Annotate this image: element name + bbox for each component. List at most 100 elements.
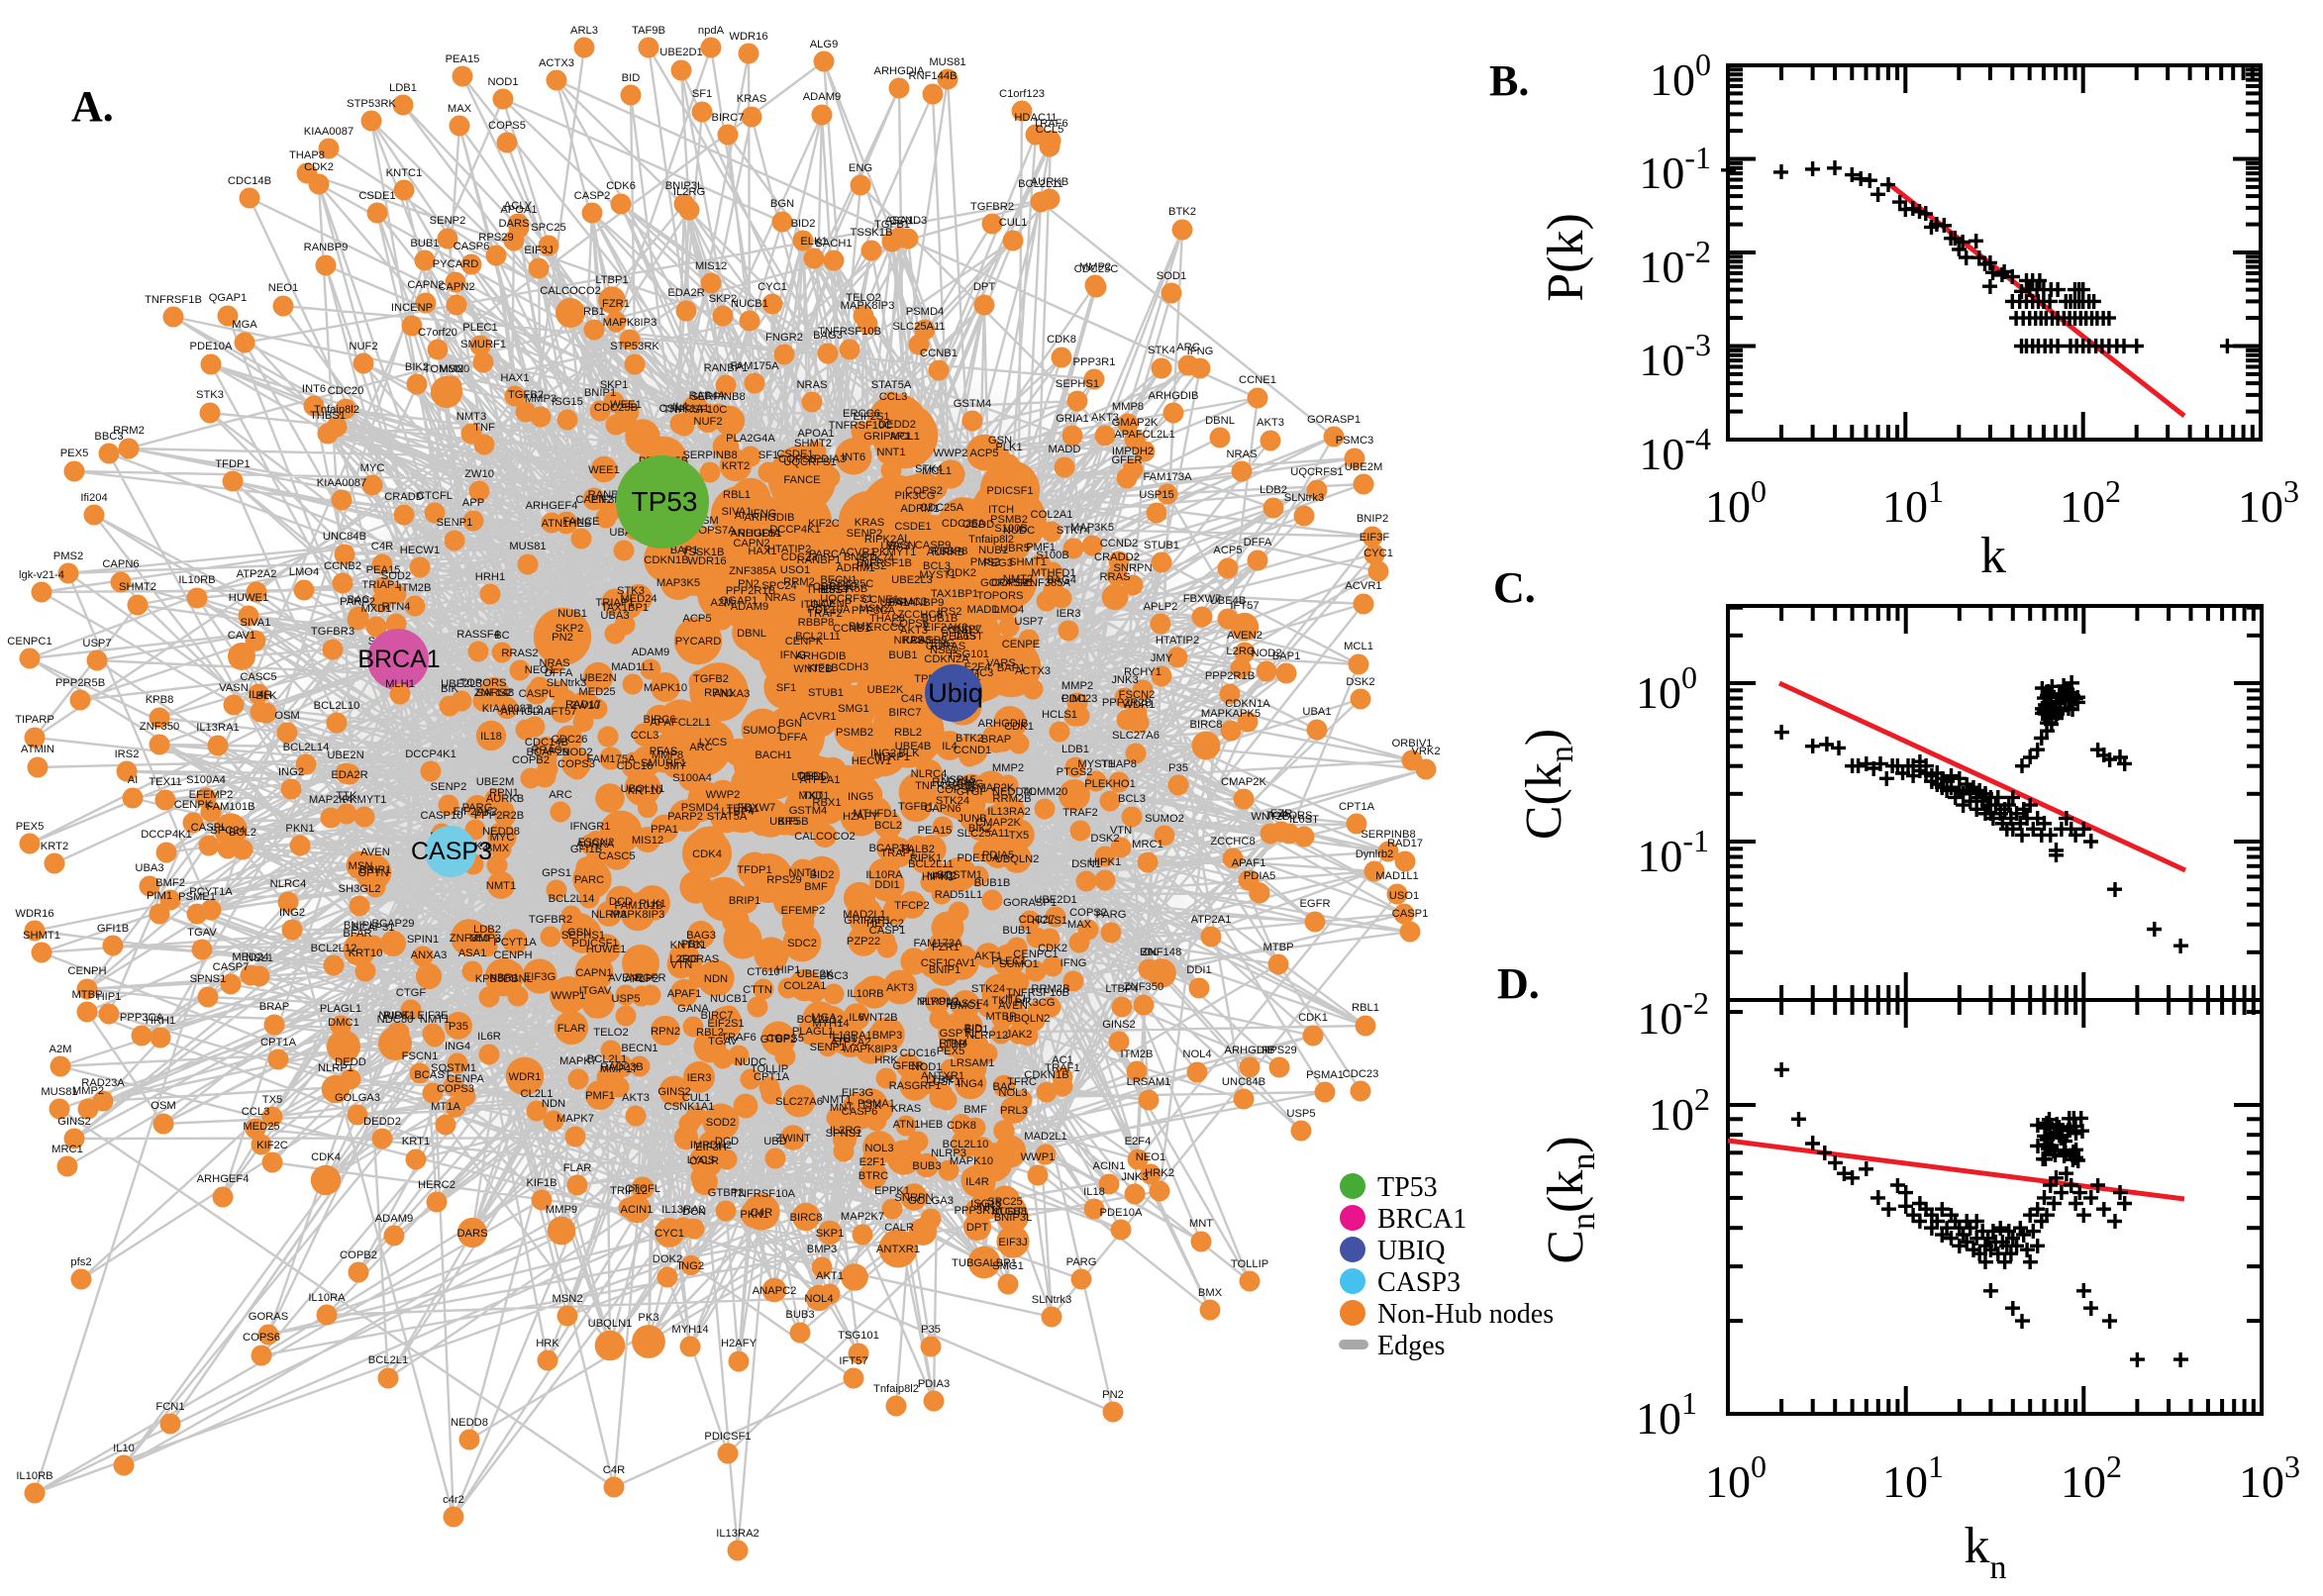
- svg-text:ING5: ING5: [848, 791, 873, 803]
- svg-text:JNK3: JNK3: [1121, 1171, 1148, 1183]
- svg-text:PDICSF1: PDICSF1: [704, 1431, 751, 1443]
- svg-text:C(kn): C(kn): [1516, 729, 1580, 840]
- svg-text:RRAS: RRAS: [1099, 571, 1130, 583]
- svg-text:CMAP2K: CMAP2K: [1221, 776, 1267, 788]
- svg-text:SENP2: SENP2: [431, 781, 467, 793]
- svg-text:APAFCL2L1: APAFCL2L1: [1114, 429, 1174, 441]
- svg-text:RTN4: RTN4: [381, 601, 410, 613]
- svg-text:TSG101: TSG101: [948, 648, 989, 660]
- svg-text:INCENP: INCENP: [810, 598, 852, 610]
- svg-text:SKP1: SKP1: [816, 1228, 845, 1240]
- svg-text:TNFRSF10C: TNFRSF10C: [663, 404, 728, 416]
- svg-text:FBXW7: FBXW7: [1183, 593, 1222, 605]
- svg-text:NOD2: NOD2: [1251, 648, 1281, 659]
- svg-text:GORASP1: GORASP1: [980, 577, 1034, 589]
- svg-text:MCL1: MCL1: [1344, 641, 1373, 652]
- svg-text:UBA1: UBA1: [1302, 706, 1331, 718]
- svg-text:PPP3R1: PPP3R1: [955, 1205, 997, 1217]
- svg-text:MAD2L1: MAD2L1: [843, 909, 886, 921]
- svg-text:PALB2: PALB2: [901, 844, 935, 855]
- svg-text:PSMD4: PSMD4: [681, 802, 720, 814]
- svg-text:EIF2AK2: EIF2AK2: [454, 806, 498, 818]
- svg-text:KIF5B: KIF5B: [777, 816, 808, 828]
- svg-text:ATP2A1: ATP2A1: [1191, 914, 1232, 926]
- svg-text:ANTXR1: ANTXR1: [876, 1244, 920, 1255]
- svg-text:NUDC: NUDC: [735, 1056, 766, 1068]
- svg-text:PMS2: PMS2: [857, 560, 886, 572]
- svg-text:FAM101B: FAM101B: [614, 900, 662, 912]
- svg-text:H2AFY: H2AFY: [843, 811, 879, 823]
- svg-text:SUMO1: SUMO1: [999, 958, 1039, 970]
- svg-text:IL13RA1: IL13RA1: [829, 1030, 872, 1042]
- svg-text:IL10RB: IL10RB: [178, 574, 215, 586]
- svg-text:BUB3: BUB3: [785, 1309, 814, 1321]
- svg-text:RAD23A: RAD23A: [81, 1077, 125, 1089]
- svg-text:CL2L1: CL2L1: [521, 1088, 554, 1100]
- svg-text:NLRC4: NLRC4: [270, 878, 307, 890]
- svg-text:MXD1: MXD1: [798, 790, 829, 802]
- svg-text:ZCCHC8: ZCCHC8: [1210, 836, 1255, 848]
- svg-text:UBE2L3: UBE2L3: [441, 678, 482, 690]
- svg-text:EID1: EID1: [833, 1033, 858, 1045]
- svg-text:npdA: npdA: [698, 25, 725, 37]
- svg-text:MGA: MGA: [232, 319, 257, 331]
- svg-text:SERPINB8: SERPINB8: [682, 449, 737, 461]
- svg-text:ANTXR1: ANTXR1: [921, 1070, 964, 1082]
- svg-text:DFFA: DFFA: [779, 732, 808, 744]
- svg-text:RAB4A: RAB4A: [689, 390, 726, 402]
- svg-text:MSN2: MSN2: [858, 603, 889, 615]
- svg-text:NUDC: NUDC: [1003, 525, 1035, 537]
- svg-text:E2F4: E2F4: [1125, 1136, 1152, 1147]
- svg-text:THBS1: THBS1: [310, 410, 346, 422]
- svg-text:AI: AI: [897, 533, 908, 545]
- svg-text:CPT1A: CPT1A: [260, 1037, 297, 1048]
- svg-text:BCL2L12: BCL2L12: [797, 1014, 844, 1026]
- svg-text:NMT1: NMT1: [822, 1094, 852, 1106]
- svg-text:LTBR: LTBR: [939, 1039, 966, 1050]
- svg-text:SHMT2: SHMT2: [119, 581, 156, 593]
- svg-text:ATP2A2: ATP2A2: [237, 568, 277, 580]
- svg-text:KPB8: KPB8: [146, 694, 174, 706]
- svg-text:STAT5A: STAT5A: [707, 811, 748, 823]
- svg-text:IFT57: IFT57: [548, 706, 576, 718]
- svg-text:HIP1: HIP1: [97, 991, 122, 1003]
- svg-text:PPP2R2B: PPP2R2B: [474, 810, 524, 822]
- svg-text:IL13RA2: IL13RA2: [716, 1528, 759, 1540]
- svg-text:NUCB1: NUCB1: [710, 993, 748, 1005]
- svg-text:NEO1: NEO1: [525, 664, 555, 676]
- svg-text:CDK6: CDK6: [606, 180, 636, 192]
- svg-text:ARHGDIB: ARHGDIB: [1225, 1045, 1275, 1056]
- svg-text:MYC: MYC: [490, 832, 515, 844]
- svg-text:DBNL: DBNL: [737, 628, 766, 640]
- svg-text:DFFA: DFFA: [545, 667, 573, 679]
- svg-text:SLC27A6: SLC27A6: [1112, 730, 1160, 742]
- svg-text:BTRC: BTRC: [858, 1170, 888, 1182]
- svg-text:MIS12: MIS12: [632, 835, 663, 847]
- svg-text:WNT2B: WNT2B: [858, 1012, 897, 1024]
- svg-text:SPC24: SPC24: [210, 825, 245, 837]
- svg-text:BGN: BGN: [770, 198, 794, 210]
- svg-text:MUS81: MUS81: [509, 541, 546, 552]
- svg-text:ZNF350: ZNF350: [140, 721, 179, 733]
- svg-text:QGAP1: QGAP1: [209, 292, 248, 304]
- svg-text:S100B: S100B: [1036, 549, 1069, 561]
- svg-text:TOPORS: TOPORS: [459, 677, 506, 689]
- svg-text:BAC: BAC: [992, 1081, 1015, 1093]
- svg-text:ZCCHC8: ZCCHC8: [897, 609, 942, 621]
- svg-text:MAPKAPK5: MAPKAPK5: [1201, 708, 1261, 720]
- svg-text:TOLLIP: TOLLIP: [751, 1063, 788, 1075]
- svg-text:PLAGL1: PLAGL1: [792, 1026, 834, 1038]
- svg-text:RPS29: RPS29: [766, 874, 801, 886]
- svg-text:GORAS: GORAS: [926, 641, 965, 652]
- svg-text:AI: AI: [128, 774, 139, 786]
- svg-text:STK74: STK74: [860, 552, 894, 564]
- svg-text:UBIQ: UBIQ: [1377, 1236, 1445, 1266]
- svg-text:WDR16: WDR16: [15, 908, 53, 920]
- svg-text:EIF3J: EIF3J: [524, 245, 553, 256]
- svg-text:MYC: MYC: [360, 462, 385, 474]
- svg-text:JUNB: JUNB: [958, 813, 986, 825]
- svg-text:NRAS: NRAS: [539, 657, 569, 669]
- svg-text:CDC23: CDC23: [1061, 693, 1098, 705]
- svg-text:EIF3G: EIF3G: [524, 971, 556, 983]
- svg-text:MAP3K5: MAP3K5: [1070, 522, 1114, 534]
